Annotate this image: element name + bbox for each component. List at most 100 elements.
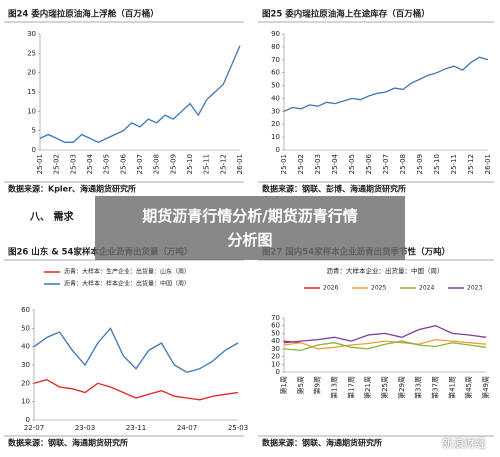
chart-source: 数据来源：钢联、海通期货研究所 [262, 438, 382, 448]
x-tick-label: 25-10 [433, 154, 441, 174]
y-tick-label: 10 [27, 107, 36, 115]
legend-label: 2023 [467, 285, 482, 292]
chart-subtitle: 沥青：大样本企业：出货量：中国（周） [327, 266, 444, 275]
x-tick-label: 25-11 [203, 154, 211, 174]
y-tick-label: 20 [271, 353, 280, 361]
x-tick-label: 第13周 [330, 376, 339, 399]
y-tick-label: 80 [271, 43, 280, 51]
y-tick-label: 10 [271, 360, 280, 368]
chart-title: 图24 委内瑞拉原油海上浮舱（百万桶） [8, 9, 159, 20]
x-tick-label: 25-10 [186, 154, 194, 174]
series-line [33, 379, 239, 401]
y-tick-label: 90 [271, 30, 280, 38]
y-tick-label: 60 [21, 306, 30, 314]
x-tick-label: 第37周 [431, 376, 440, 399]
y-tick-label: 15 [27, 88, 36, 96]
x-tick-label: 25-01 [36, 154, 44, 174]
series-line [283, 340, 487, 352]
y-tick-label: 20 [271, 120, 280, 128]
x-tick-label: 25-06 [119, 153, 127, 174]
y-tick-label: 40 [21, 343, 30, 351]
x-tick-label: 23-11 [126, 424, 146, 432]
y-tick-label: 10 [21, 398, 30, 406]
y-tick-label: 40 [271, 337, 280, 345]
x-tick-label: 第25周 [380, 376, 389, 399]
legend-label: 2024 [419, 285, 434, 292]
x-tick-label: 25-05 [348, 154, 356, 174]
y-tick-label: 30 [27, 30, 36, 38]
y-tick-label: 20 [21, 379, 30, 387]
y-tick-label: 70 [271, 314, 280, 322]
series-line [283, 56, 489, 112]
x-tick-label: 25-03 [314, 154, 322, 174]
x-tick-label: 第45周 [464, 376, 473, 399]
x-tick-label: 第17周 [346, 376, 355, 399]
x-tick-label: 25-06 [365, 153, 373, 174]
x-tick-label: 25-08 [399, 154, 407, 174]
x-tick-label: 第33周 [414, 376, 423, 399]
section-heading: 八、 需求 [30, 212, 74, 223]
x-tick-label: 第29周 [397, 376, 406, 399]
x-tick-label: 25-03 [228, 424, 248, 432]
chart-source: 数据来源：Kpler、海通期货研究所 [8, 184, 136, 194]
x-tick-label: 25-01 [280, 154, 288, 174]
y-tick-label: 70 [271, 56, 280, 64]
x-tick-label: 第49周 [481, 376, 490, 399]
series-line [39, 45, 241, 144]
x-tick-label: 24-07 [177, 424, 197, 432]
y-tick-label: 30 [21, 361, 30, 369]
y-tick-label: 0 [26, 416, 30, 424]
x-tick-label: 25-11 [450, 154, 458, 174]
overlay-title: 期货沥青行情分析/期货沥青行情分析图 [95, 196, 405, 260]
legend-label: 2025 [371, 285, 386, 292]
x-tick-label: 第1周 [279, 376, 288, 394]
x-tick-label: 25-07 [136, 154, 144, 174]
y-tick-label: 60 [271, 69, 280, 77]
x-tick-label: 25-09 [416, 154, 424, 174]
x-tick-label: 第9周 [313, 376, 322, 394]
y-tick-label: 0 [32, 146, 36, 154]
legend-label: 2026 [323, 285, 338, 292]
chart-title: 图25 委内瑞拉原油海上在途库存（百万桶） [262, 9, 430, 20]
y-tick-label: 50 [21, 324, 30, 332]
x-tick-label: 25-05 [103, 154, 111, 174]
x-tick-label: 25-12 [467, 154, 475, 174]
legend-label: 沥青：大样本：生产企业：出货量：山东（周） [64, 268, 190, 276]
y-tick-label: 30 [271, 107, 280, 115]
y-tick-label: 0 [276, 368, 280, 376]
series-line [283, 338, 487, 350]
y-tick-label: 5 [32, 127, 36, 135]
x-tick-label: 第41周 [447, 376, 456, 399]
series-line [283, 325, 487, 344]
legend-label: 沥青：大样本：样本企业：出货量：中国（周） [64, 280, 190, 288]
x-tick-label: 25-08 [153, 154, 161, 174]
y-tick-label: 10 [271, 133, 280, 141]
x-tick-label: 25-07 [382, 154, 390, 174]
chart-source: 数据来源：钢联、彭博、海通期货研究所 [262, 184, 406, 194]
y-tick-label: 30 [271, 345, 280, 353]
x-tick-label: 25-03 [69, 154, 77, 174]
x-tick-label: 25-04 [331, 153, 339, 174]
x-tick-label: 25-04 [86, 153, 94, 174]
x-tick-label: 26-01 [484, 154, 492, 174]
x-tick-label: 26-01 [236, 154, 244, 174]
x-tick-label: 25-02 [297, 154, 305, 174]
watermark: 新浪财经 [442, 437, 486, 450]
y-tick-label: 50 [271, 82, 280, 90]
x-tick-label: 第21周 [363, 376, 372, 399]
y-tick-label: 25 [27, 49, 36, 57]
series-line [33, 327, 239, 373]
x-tick-label: 25-02 [53, 154, 61, 174]
y-tick-label: 40 [271, 94, 280, 102]
x-tick-label: 25-09 [169, 154, 177, 174]
y-tick-label: 20 [27, 69, 36, 77]
y-tick-label: 50 [271, 329, 280, 337]
x-tick-label: 23-03 [75, 424, 95, 432]
x-tick-label: 22-07 [24, 424, 44, 432]
y-tick-label: 0 [276, 146, 280, 154]
x-tick-label: 第5周 [296, 376, 305, 394]
x-tick-label: 25-12 [219, 154, 227, 174]
y-tick-label: 60 [271, 322, 280, 330]
chart-source: 数据来源：钢联、海通期货研究所 [8, 438, 128, 448]
